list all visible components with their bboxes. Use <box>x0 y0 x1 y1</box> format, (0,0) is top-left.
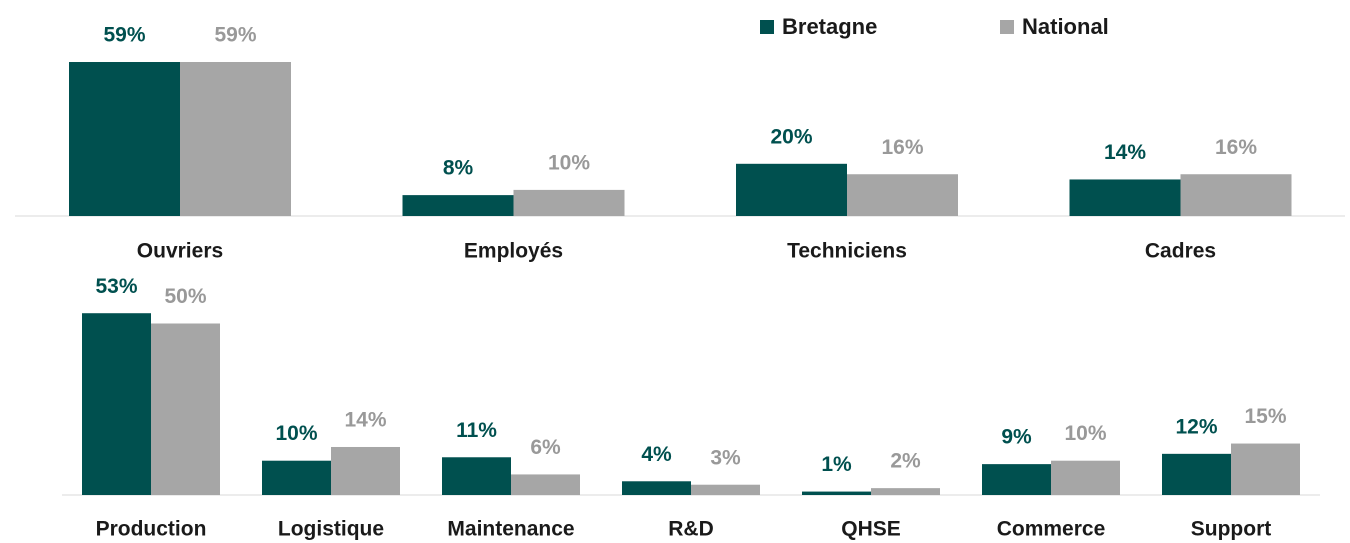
data-label: 2% <box>890 450 921 473</box>
x-tick-label: Production <box>96 518 207 541</box>
x-tick-label: Logistique <box>278 518 384 541</box>
bar <box>442 457 511 495</box>
data-label: 10% <box>275 422 317 445</box>
data-label: 10% <box>1064 422 1106 445</box>
x-tick-label: Cadres <box>1145 240 1216 263</box>
data-label: 16% <box>1215 136 1257 159</box>
bar <box>513 189 625 216</box>
bar <box>871 488 940 495</box>
bar <box>262 460 331 495</box>
data-label: 15% <box>1244 405 1286 428</box>
bar <box>691 484 760 495</box>
data-label: 16% <box>881 136 923 159</box>
legend-swatch <box>760 20 774 34</box>
data-label: 59% <box>214 24 256 47</box>
data-label: 20% <box>770 125 812 148</box>
legend-swatch <box>1000 20 1014 34</box>
bar <box>736 163 847 216</box>
data-label: 12% <box>1175 415 1217 438</box>
x-tick-label: Ouvriers <box>137 240 223 263</box>
bar <box>151 323 220 495</box>
x-tick-label: Support <box>1191 518 1271 541</box>
data-label: 3% <box>710 446 741 469</box>
data-label: 8% <box>443 157 474 180</box>
x-tick-label: QHSE <box>841 518 901 541</box>
bar <box>1051 460 1120 495</box>
bar <box>1162 453 1231 495</box>
bar <box>622 481 691 495</box>
data-label: 53% <box>95 275 137 298</box>
bar <box>331 446 400 495</box>
bar <box>402 195 514 216</box>
data-label: 9% <box>1001 426 1032 449</box>
x-tick-label: R&D <box>668 518 714 541</box>
bar <box>82 313 151 495</box>
bar <box>982 464 1051 495</box>
bar <box>69 62 180 217</box>
bar <box>511 474 580 495</box>
data-label: 6% <box>530 436 561 459</box>
data-label: 10% <box>548 151 590 174</box>
data-label: 11% <box>456 419 497 442</box>
bar <box>1069 179 1181 216</box>
bar <box>847 174 958 216</box>
legend-label: Bretagne <box>782 14 877 39</box>
bar <box>802 491 871 495</box>
x-tick-label: Maintenance <box>447 518 574 541</box>
data-label: 50% <box>164 285 206 308</box>
bar <box>1180 174 1292 216</box>
bar <box>1231 443 1300 495</box>
data-label: 14% <box>1104 141 1146 164</box>
data-label: 1% <box>821 453 852 476</box>
bar <box>180 62 291 217</box>
data-label: 4% <box>641 443 672 466</box>
x-tick-label: Commerce <box>997 518 1106 541</box>
x-tick-label: Employés <box>464 240 563 263</box>
data-label: 14% <box>344 409 386 432</box>
x-tick-label: Techniciens <box>787 240 907 263</box>
data-label: 59% <box>103 24 145 47</box>
legend-label: National <box>1022 14 1109 39</box>
